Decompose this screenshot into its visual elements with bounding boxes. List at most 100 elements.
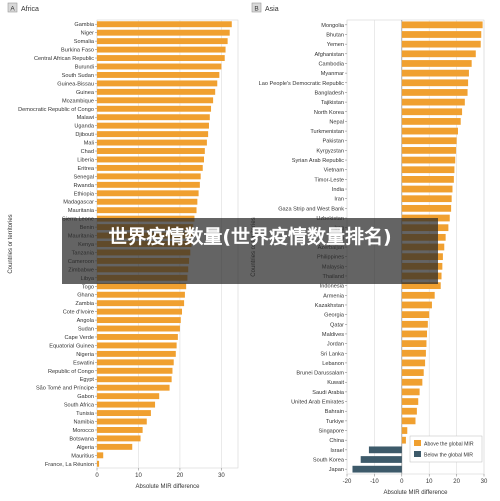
panel-a-bar <box>97 46 226 53</box>
panel-a-x-tick-label: 30 <box>218 473 225 479</box>
panel-a-bar <box>97 435 141 442</box>
panel-b-legend-label: Below the global MIR <box>424 453 473 459</box>
panel-b-bar <box>401 407 417 415</box>
panel-a-category-label: Ghana <box>77 293 95 299</box>
panel-b-bar <box>401 156 456 164</box>
panel-a-category-label: Malawi <box>77 115 94 121</box>
panel-b-bar <box>401 137 457 145</box>
overlay-banner-text: 世界疫情数量(世界疫情数量排名) <box>108 226 392 248</box>
panel-b-bar <box>401 127 458 135</box>
panel-b-bar <box>401 98 465 106</box>
panel-a-bar <box>97 460 100 467</box>
panel-a-category-label: Ethiopia <box>74 191 95 197</box>
panel-a-bar <box>97 114 210 121</box>
overlay-banner: 世界疫情数量(世界疫情数量排名) <box>62 218 438 284</box>
panel-a-bar <box>97 317 181 324</box>
panel-b-bar <box>401 195 452 203</box>
panel-a-category-label: Guinea <box>76 90 95 96</box>
panel-a-x-tick-label: 20 <box>177 473 184 479</box>
panel-a-bar <box>97 148 205 154</box>
panel-b-letter: B <box>254 6 258 13</box>
panel-b-bar <box>401 349 426 357</box>
panel-a-category-label: Mauritania <box>68 208 95 214</box>
panel-a-y-axis-label: Countries or territories <box>8 214 14 273</box>
panel-a-category-label: Egypt <box>80 377 95 383</box>
panel-a-category-label: Namibia <box>73 420 94 426</box>
panel-a-bar <box>97 342 177 349</box>
panel-b-category-label: Myanmar <box>321 71 344 77</box>
panel-a-bar <box>97 207 197 214</box>
panel-a-category-label: Burkina Faso <box>61 48 94 54</box>
panel-b-bar <box>401 21 483 29</box>
panel-b-category-label: Lao People's Democratic Republic <box>259 81 345 87</box>
panel-a-bar <box>97 181 200 188</box>
panel-b-bar <box>401 378 423 386</box>
panel-b-bar <box>401 427 408 434</box>
panel-b-bar <box>401 118 461 125</box>
panel-a-bar <box>97 410 151 417</box>
panel-a-category-label: Mozambique <box>62 98 94 104</box>
panel-b-bar <box>401 40 481 48</box>
panel-b-category-label: Syrian Arab Republic <box>292 158 344 164</box>
panel-a-bar <box>97 350 176 357</box>
panel-b-bar <box>401 69 469 77</box>
panel-b-category-label: Kuwait <box>327 380 344 386</box>
panel-b-category-label: Kazakhstan <box>315 303 344 309</box>
panel-a-bar <box>97 55 225 61</box>
panel-b-category-label: Turkmenistan <box>310 129 344 135</box>
panel-a-bar <box>97 131 209 138</box>
panel-a-title: Africa <box>21 6 39 13</box>
panel-b-category-label: Tajikistan <box>321 100 344 106</box>
panel-a-bar <box>97 367 173 374</box>
panel-a-bar <box>97 384 170 391</box>
panel-a-x-tick-label: 10 <box>135 473 142 479</box>
panel-a-category-label: Senegal <box>73 174 94 180</box>
panel-b-category-label: Afghanistan <box>314 52 344 58</box>
panel-b-legend-swatch <box>414 440 421 446</box>
panel-a-bar <box>97 71 220 78</box>
panel-b-category-label: Qatar <box>330 322 344 328</box>
panel-a-category-label: Nigeria <box>76 352 95 358</box>
panel-b-bar <box>401 417 416 425</box>
panel-a-x-tick-label: 0 <box>95 473 99 479</box>
panel-a-category-label: Sudan <box>78 327 94 333</box>
panel-a-bar <box>97 452 104 459</box>
panel-a-category-label: Cape Verde <box>64 335 94 341</box>
panel-a-category-label: Equatorial Guinea <box>49 343 95 349</box>
panel-b-category-label: Cambodia <box>319 61 345 67</box>
panel-b-bar <box>401 282 441 290</box>
panel-b-bar <box>401 185 453 193</box>
panel-a-category-label: Cote d'Ivoire <box>63 310 94 316</box>
panel-b-x-tick-label: 30 <box>481 479 488 485</box>
panel-a-bar <box>97 156 204 163</box>
panel-b-category-label: Saudi Arabia <box>312 390 345 396</box>
panel-a-letter-box <box>7 2 18 13</box>
panel-a-x-axis-label: Absolute MIR difference <box>136 484 201 490</box>
panel-a-bar <box>97 122 209 129</box>
panel-b-letter-box <box>251 2 262 13</box>
panel-b-category-label: Singapore <box>318 429 344 435</box>
panel-a-bar <box>97 283 187 290</box>
panel-b-bar <box>401 176 454 183</box>
panel-b-category-label: Mongolia <box>321 23 345 29</box>
panel-b-x-tick-label: -10 <box>370 479 379 485</box>
panel-a-category-label: Morocco <box>73 428 94 434</box>
panel-a-category-label: Botswana <box>69 436 94 442</box>
panel-a-bar <box>97 393 160 400</box>
panel-b-legend-label: Above the global MIR <box>424 442 474 448</box>
panel-a-category-label: South Sudan <box>62 73 94 79</box>
panel-a-bar <box>97 291 185 298</box>
panel-a-category-label: Gabon <box>77 394 94 400</box>
panel-a-bar <box>97 443 133 450</box>
panel-b-bar <box>401 31 482 38</box>
panel-a-category-label: Guinea-Bissau <box>57 81 94 87</box>
panel-a-letter: A <box>10 6 15 13</box>
panel-b-category-label: Israel <box>330 448 344 454</box>
panel-b-category-label: Iran <box>334 197 344 203</box>
panel-b-category-label: South Korea <box>313 458 345 464</box>
panel-a-bar <box>97 325 180 332</box>
panel-b-category-label: Pakistan <box>323 139 344 145</box>
panel-a-category-label: São Tomé and Príncipe <box>36 386 94 392</box>
panel-a-category-label: France, La Réunion <box>45 462 94 468</box>
panel-b-bar <box>368 446 402 454</box>
